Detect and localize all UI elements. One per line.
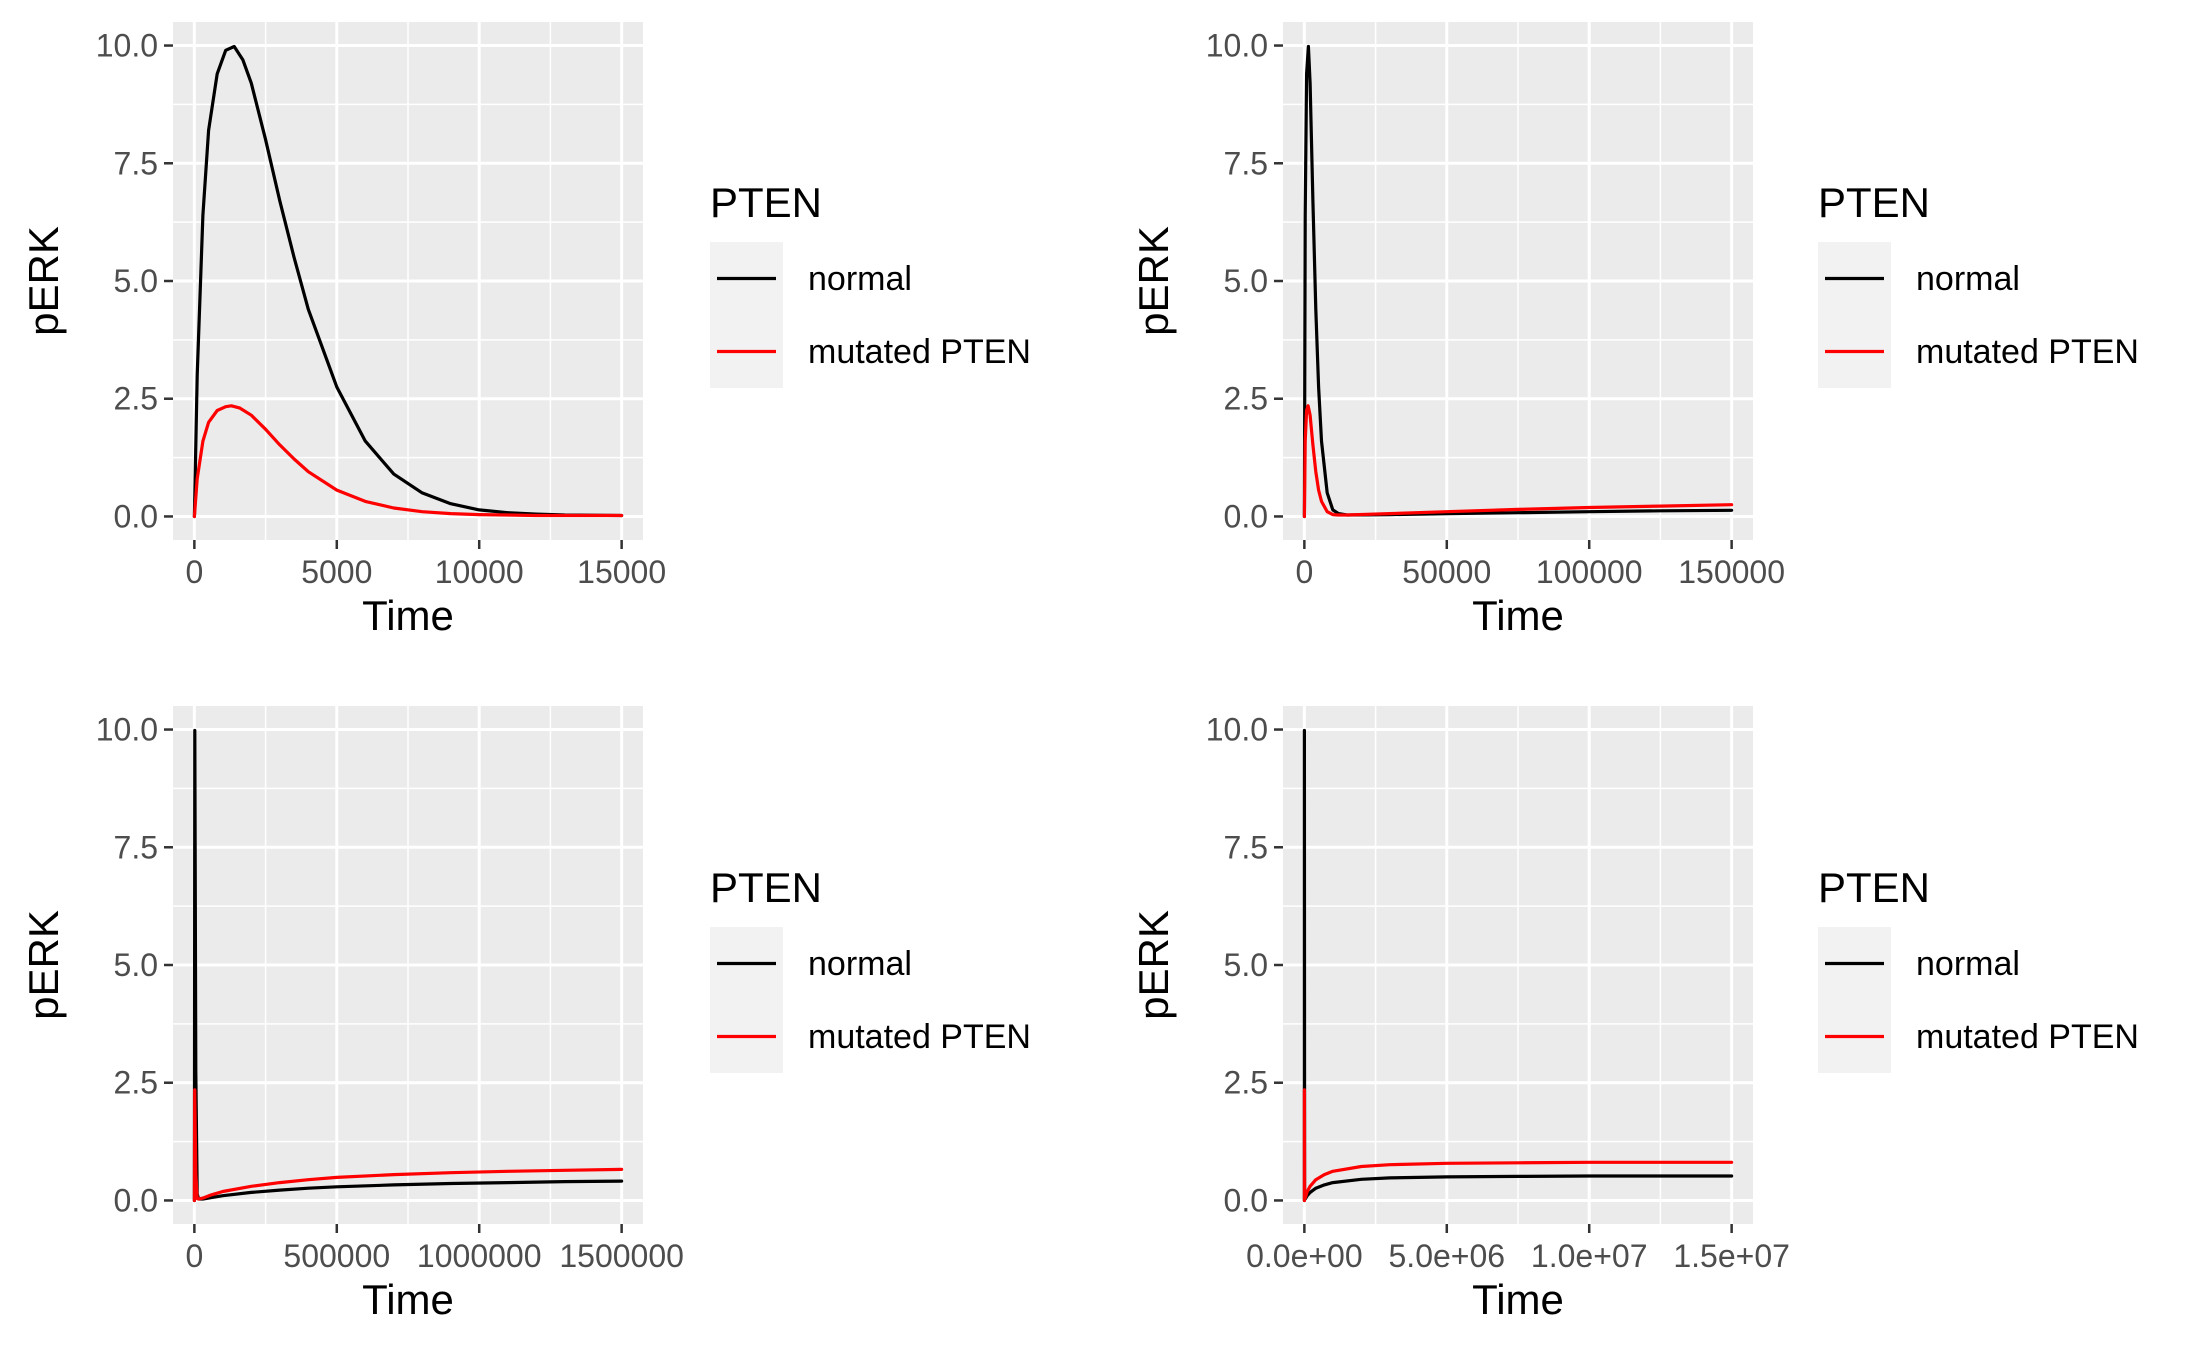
y-tick-label: 5.0	[114, 947, 158, 983]
x-axis-title: Time	[362, 592, 454, 639]
legend-label: mutated PTEN	[808, 333, 1031, 371]
y-tick-label: 5.0	[1224, 263, 1268, 299]
legend-title: PTEN	[710, 179, 822, 226]
chart-panel-2: 0 50000 100000 150000 0.0 2.5 5.0 7.5 10.0 Time pE…	[1130, 22, 2139, 639]
x-tick-label: 1.0e+07	[1531, 1238, 1648, 1274]
y-tick-label: 10.0	[96, 28, 158, 64]
y-tick-label: 10.0	[1206, 28, 1268, 64]
y-tick-label: 2.5	[114, 1065, 158, 1101]
legend-title: PTEN	[1818, 864, 1930, 911]
y-axis-title: pERK	[1130, 226, 1177, 336]
legend-title: PTEN	[710, 864, 822, 911]
legend-label: normal	[1916, 945, 2020, 983]
major-gridlines	[1283, 706, 1753, 1224]
major-gridlines	[173, 22, 643, 540]
x-tick-label: 150000	[1678, 554, 1785, 590]
y-tick-label: 0.0	[114, 498, 158, 534]
legend-label: normal	[808, 260, 912, 298]
y-tick-label: 7.5	[114, 145, 158, 181]
minor-gridlines	[173, 706, 643, 1224]
y-tick-label: 0.0	[1224, 498, 1268, 534]
series-line-normal	[1302, 44, 1734, 519]
chart-panel-3: 0 500000 1000000 1500000 0.0 2.5 5.0 7.5 10.0 Tim…	[20, 706, 1031, 1323]
chart-panel-4: 0.0e+00 5.0e+06 1.0e+07 1.5e+07 0.0 2.5 5.0 7.5…	[1130, 706, 2139, 1323]
y-tick-label: 5.0	[114, 263, 158, 299]
x-tick-label: 15000	[577, 554, 666, 590]
x-axis-title: Time	[1472, 1276, 1564, 1323]
series-line-normal	[192, 44, 624, 519]
legend: PTEN normal mutated PTEN	[1818, 864, 2139, 1073]
y-axis-title: pERK	[20, 910, 67, 1020]
legend-label: mutated PTEN	[1916, 333, 2139, 371]
x-tick-label: 5000	[301, 554, 372, 590]
y-tick-label: 0.0	[114, 1182, 158, 1218]
x-tick-label: 10000	[435, 554, 524, 590]
y-axis-title: pERK	[20, 226, 67, 336]
y-tick-label: 7.5	[1224, 145, 1268, 181]
legend-label: mutated PTEN	[1916, 1018, 2139, 1056]
x-tick-label: 50000	[1402, 554, 1491, 590]
x-tick-label: 500000	[283, 1238, 390, 1274]
legend: PTEN normal mutated PTEN	[710, 864, 1031, 1073]
y-tick-label: 7.5	[1224, 829, 1268, 865]
x-axis-title: Time	[1472, 592, 1564, 639]
y-tick-label: 0.0	[1224, 1182, 1268, 1218]
x-tick-label: 1.5e+07	[1673, 1238, 1790, 1274]
x-tick-label: 0.0e+00	[1246, 1238, 1363, 1274]
y-tick-label: 2.5	[114, 381, 158, 417]
x-tick-label: 1500000	[559, 1238, 684, 1274]
y-axis-title: pERK	[1130, 910, 1177, 1020]
legend: PTEN normal mutated PTEN	[1818, 179, 2139, 388]
y-tick-label: 7.5	[114, 829, 158, 865]
legend-label: normal	[808, 945, 912, 983]
y-tick-label: 10.0	[1206, 712, 1268, 748]
legend-title: PTEN	[1818, 179, 1930, 226]
series-line-mutated-pten	[1302, 1088, 1734, 1203]
x-axis-title: Time	[362, 1276, 454, 1323]
x-tick-label: 0	[185, 1238, 203, 1274]
y-tick-label: 5.0	[1224, 947, 1268, 983]
legend: PTEN normal mutated PTEN	[710, 179, 1031, 388]
x-tick-label: 1000000	[417, 1238, 542, 1274]
chart-panel-1: 0 5000 10000 15000 0.0 2.5 5.0 7.5 10.0 Time pERK P…	[20, 22, 1031, 639]
x-tick-label: 5.0e+06	[1389, 1238, 1506, 1274]
y-tick-label: 2.5	[1224, 1065, 1268, 1101]
x-tick-label: 0	[1295, 554, 1313, 590]
y-tick-label: 2.5	[1224, 381, 1268, 417]
series-line-mutated-pten	[192, 404, 624, 519]
major-gridlines	[173, 706, 643, 1224]
legend-label: mutated PTEN	[808, 1018, 1031, 1056]
y-tick-label: 10.0	[96, 712, 158, 748]
x-tick-label: 0	[185, 554, 203, 590]
x-tick-label: 100000	[1536, 554, 1643, 590]
series-line-mutated-pten	[1302, 404, 1734, 519]
series-line-mutated-pten	[192, 1088, 624, 1203]
legend-label: normal	[1916, 260, 2020, 298]
minor-gridlines	[1283, 22, 1753, 540]
